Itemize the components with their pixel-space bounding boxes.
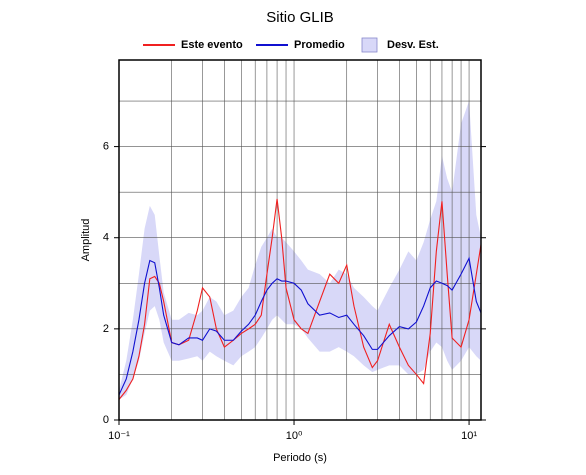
- plot-frame: [118, 59, 482, 421]
- x-tick-label: 10⁰: [286, 430, 303, 442]
- legend-swatch: [361, 37, 378, 53]
- series-line: [118, 198, 482, 400]
- x-tick-label: 10¹: [461, 430, 477, 442]
- y-tick-label: 4: [103, 232, 109, 244]
- std-band: [119, 101, 481, 400]
- y-axis-label: Amplitud: [80, 219, 92, 262]
- x-axis-label: Periodo (s): [273, 452, 327, 464]
- y-tick-label: 6: [103, 140, 109, 152]
- legend-label: Este evento: [181, 39, 243, 51]
- chart-title: Sitio GLIB: [266, 9, 334, 26]
- y-tick-label: 2: [103, 323, 109, 335]
- legend-label: Promedio: [294, 39, 345, 51]
- y-tick-label: 0: [103, 414, 109, 426]
- x-tick-label: 10⁻¹: [108, 430, 130, 442]
- legend-label: Desv. Est.: [387, 39, 439, 51]
- series-line: [118, 256, 482, 396]
